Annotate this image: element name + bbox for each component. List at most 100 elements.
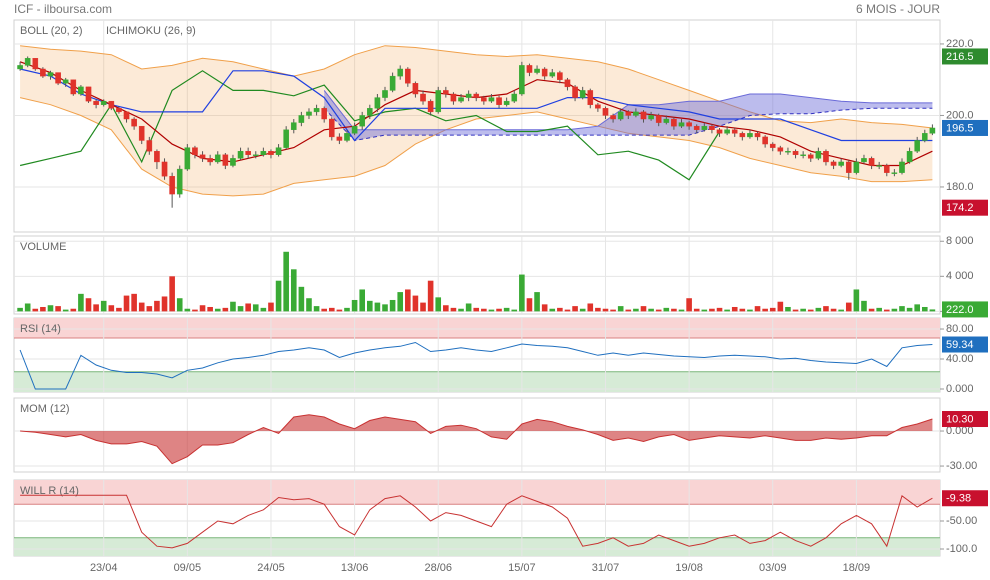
volume-bar: [268, 302, 274, 312]
candle-body: [275, 147, 282, 155]
volume-bar: [420, 302, 426, 312]
candle-body: [32, 58, 39, 70]
candle-body: [443, 90, 449, 95]
volume-bar: [724, 309, 730, 312]
momentum-area: [20, 414, 933, 464]
candle-body: [929, 127, 936, 134]
candle-body: [579, 90, 586, 98]
volume-bar: [17, 307, 23, 312]
value-badge: [942, 301, 988, 318]
volume-bar: [138, 302, 145, 312]
y-tick-label: -30.00: [946, 460, 977, 472]
volume-bar: [610, 309, 616, 312]
candle-body: [268, 151, 274, 155]
volume-bar: [412, 295, 419, 312]
y-tick-label: 0.000: [946, 425, 974, 437]
candle-body: [420, 93, 426, 102]
indicator-line: [20, 494, 933, 549]
candle-body: [914, 140, 920, 152]
volume-bar: [899, 306, 905, 312]
volume-bar: [55, 306, 61, 312]
candle-body: [17, 65, 23, 70]
candle-body: [724, 129, 730, 134]
candle-body: [625, 111, 632, 116]
volume-bar: [85, 298, 92, 312]
panel-title: RSI (14): [20, 323, 61, 335]
overbought-zone: [14, 480, 940, 505]
volume-bar: [739, 308, 746, 312]
volume-bar: [328, 307, 335, 312]
overlay-label: BOLL (20, 2): [20, 25, 83, 37]
candle-body: [845, 161, 852, 173]
volume-bar: [245, 303, 251, 312]
candle-body: [701, 125, 708, 130]
value-badge-label: -9.38: [946, 493, 971, 505]
y-tick-label: 220.0: [946, 38, 974, 50]
y-tick-label: 40.00: [946, 353, 974, 365]
candle-body: [488, 97, 495, 102]
volume-bar: [861, 300, 867, 312]
candle-body: [298, 115, 305, 123]
volume-bar: [693, 308, 700, 312]
candle-body: [853, 161, 860, 173]
volume-bar: [230, 301, 236, 312]
x-tick-label: 15/07: [508, 562, 536, 574]
candle-body: [359, 115, 366, 127]
candle-body: [222, 154, 229, 166]
candle-body: [716, 129, 723, 134]
candle-body: [161, 161, 168, 177]
candle-body: [663, 118, 670, 123]
volume-bar: [169, 276, 175, 312]
x-tick-label: 18/09: [843, 562, 871, 574]
volume-bar: [914, 304, 920, 312]
y-tick-label: 180.0: [946, 181, 974, 193]
volume-bar: [100, 300, 107, 312]
candle-body: [237, 151, 244, 159]
candle-body: [382, 90, 388, 98]
volume-bar: [549, 308, 556, 312]
volume-bar: [906, 307, 913, 312]
volume-bar: [78, 293, 84, 312]
candle-body: [176, 168, 183, 195]
candle-body: [100, 100, 107, 105]
volume-bar: [93, 304, 99, 312]
volume-bar: [792, 309, 799, 312]
volume-bar: [290, 269, 297, 312]
candle-body: [876, 165, 882, 167]
volume-bar: [336, 309, 343, 312]
candle-body: [306, 111, 312, 116]
candle-body: [823, 151, 829, 163]
oversold-zone: [14, 371, 940, 392]
kijun-line: [19, 68, 933, 142]
candle-body: [40, 68, 46, 77]
panel-frame: [13, 19, 941, 233]
volume-bar: [24, 303, 31, 312]
header-title: ICF - ilboursa.com: [14, 2, 112, 16]
volume-bar: [116, 307, 122, 312]
candle-body: [93, 100, 99, 105]
volume-bar: [876, 307, 882, 312]
candle-body: [230, 158, 236, 166]
volume-bar: [344, 307, 350, 312]
oversold-zone: [14, 537, 940, 556]
candle-body: [564, 79, 571, 88]
candle-body: [686, 122, 692, 127]
candle-body: [762, 136, 768, 145]
volume-bar: [709, 308, 715, 312]
candle-body: [807, 154, 814, 159]
candle-body: [435, 90, 442, 113]
y-tick-label: -100.0: [946, 543, 977, 555]
candle-body: [693, 125, 700, 130]
volume-bar: [465, 303, 472, 312]
x-tick-label: 31/07: [592, 562, 620, 574]
volume-bar: [351, 299, 358, 312]
candle-body: [389, 75, 396, 91]
volume-bar: [450, 307, 457, 312]
x-tick-label: 24/05: [257, 562, 285, 574]
volume-bar: [382, 304, 388, 312]
volume-bar: [777, 301, 784, 312]
volume-bar: [496, 308, 502, 312]
x-tick-label: 03/09: [759, 562, 787, 574]
volume-bar: [458, 308, 464, 312]
candle-body: [344, 133, 350, 141]
